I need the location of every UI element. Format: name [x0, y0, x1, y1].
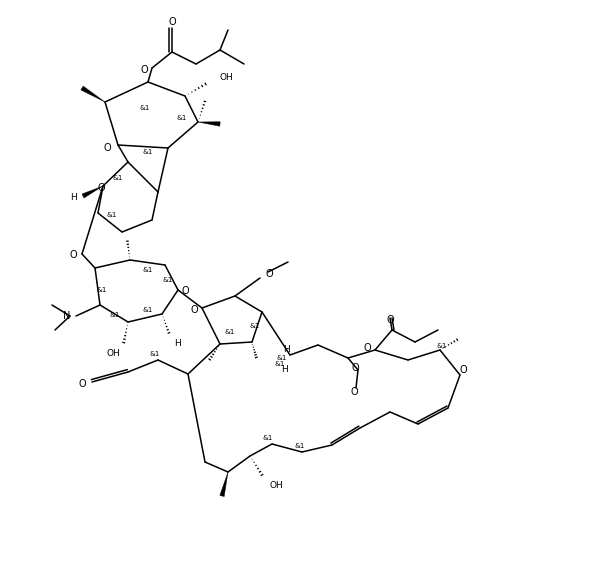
Text: O: O [364, 343, 371, 353]
Polygon shape [81, 86, 105, 102]
Text: N: N [63, 311, 70, 321]
Text: O: O [265, 269, 273, 279]
Text: O: O [386, 315, 394, 325]
Text: O: O [460, 365, 468, 375]
Text: &1: &1 [150, 351, 160, 357]
Text: &1: &1 [277, 355, 287, 361]
Text: &1: &1 [143, 267, 153, 273]
Text: &1: &1 [163, 277, 173, 283]
Text: O: O [168, 17, 176, 27]
Text: &1: &1 [250, 323, 260, 329]
Text: &1: &1 [110, 312, 120, 318]
Text: O: O [141, 65, 148, 75]
Text: H: H [70, 193, 77, 203]
Text: &1: &1 [140, 105, 150, 111]
Text: O: O [78, 379, 86, 389]
Polygon shape [198, 122, 220, 126]
Text: O: O [103, 143, 111, 153]
Text: H: H [283, 346, 289, 354]
Text: O: O [69, 250, 77, 260]
Text: OH: OH [270, 481, 283, 491]
Text: &1: &1 [143, 149, 153, 155]
Text: &1: &1 [275, 361, 285, 367]
Text: H: H [282, 365, 288, 374]
Text: &1: &1 [97, 287, 107, 293]
Text: H: H [174, 339, 181, 349]
Text: &1: &1 [107, 212, 117, 218]
Text: &1: &1 [225, 329, 235, 335]
Text: &1: &1 [437, 343, 447, 349]
Text: &1: &1 [177, 115, 187, 121]
Text: O: O [97, 183, 105, 193]
Polygon shape [82, 186, 103, 198]
Text: O: O [350, 387, 358, 397]
Text: &1: &1 [263, 435, 273, 441]
Text: OH: OH [106, 350, 120, 359]
Text: O: O [182, 286, 190, 296]
Text: &1: &1 [295, 443, 305, 449]
Text: O: O [351, 363, 359, 373]
Polygon shape [220, 472, 228, 496]
Text: O: O [190, 305, 198, 315]
Text: &1: &1 [143, 307, 153, 313]
Text: &1: &1 [113, 175, 123, 181]
Text: OH: OH [220, 73, 234, 83]
